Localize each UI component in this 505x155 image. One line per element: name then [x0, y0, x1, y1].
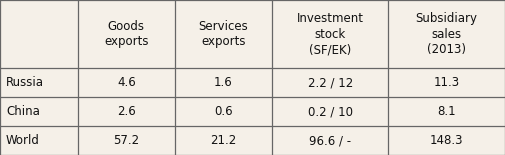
Bar	[78, 126, 175, 155]
Text: 0.6: 0.6	[214, 105, 233, 118]
Bar	[388, 97, 505, 126]
Bar	[388, 0, 505, 68]
Text: Russia: Russia	[6, 76, 44, 89]
Text: 1.6: 1.6	[214, 76, 233, 89]
Bar	[175, 126, 272, 155]
Text: 0.2 / 10: 0.2 / 10	[308, 105, 352, 118]
Text: Services
exports: Services exports	[198, 20, 248, 48]
Bar	[0, 0, 78, 68]
Bar	[0, 126, 78, 155]
Text: 2.6: 2.6	[117, 105, 136, 118]
Bar	[272, 126, 388, 155]
Bar	[78, 68, 175, 97]
Text: World: World	[6, 134, 40, 147]
Text: 21.2: 21.2	[210, 134, 236, 147]
Text: 8.1: 8.1	[437, 105, 456, 118]
Text: 96.6 / -: 96.6 / -	[309, 134, 351, 147]
Text: 2.2 / 12: 2.2 / 12	[308, 76, 353, 89]
Text: China: China	[6, 105, 40, 118]
Bar	[272, 0, 388, 68]
Text: 57.2: 57.2	[113, 134, 139, 147]
Bar	[388, 68, 505, 97]
Bar	[175, 97, 272, 126]
Text: Subsidiary
sales
(2013): Subsidiary sales (2013)	[416, 12, 478, 56]
Bar	[0, 97, 78, 126]
Bar	[272, 97, 388, 126]
Bar	[78, 97, 175, 126]
Bar	[78, 0, 175, 68]
Text: 148.3: 148.3	[430, 134, 464, 147]
Bar	[0, 68, 78, 97]
Text: Investment
stock
(SF/EK): Investment stock (SF/EK)	[297, 12, 364, 56]
Bar	[175, 68, 272, 97]
Bar	[272, 68, 388, 97]
Bar	[175, 0, 272, 68]
Text: 11.3: 11.3	[434, 76, 460, 89]
Text: Goods
exports: Goods exports	[104, 20, 148, 48]
Text: 4.6: 4.6	[117, 76, 136, 89]
Bar	[388, 126, 505, 155]
